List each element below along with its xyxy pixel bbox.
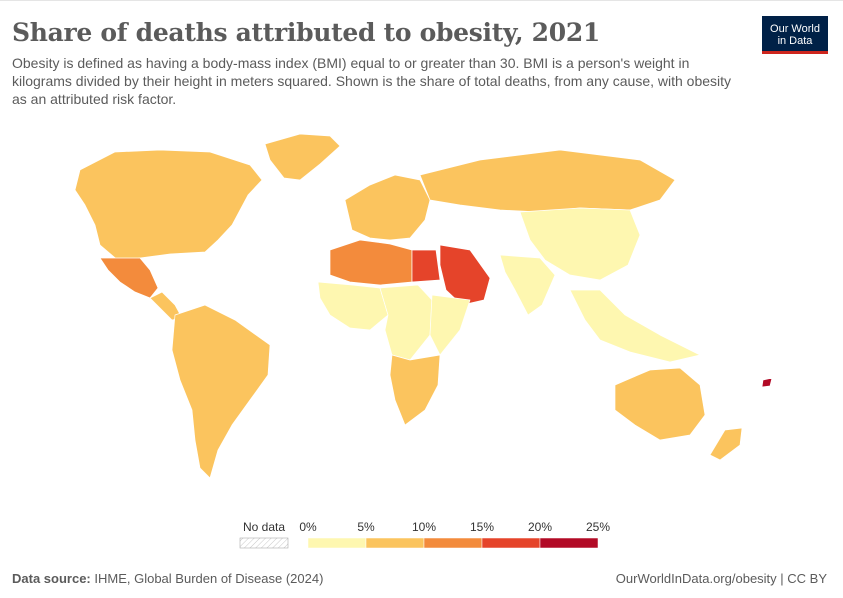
chart-title: Share of deaths attributed to obesity, 2… — [12, 18, 601, 47]
region-europe[interactable] — [344, 174, 431, 241]
logo-line-1: Our World — [770, 23, 820, 35]
logo-line-2: in Data — [777, 35, 813, 47]
top-divider — [0, 0, 843, 1]
legend-bin[interactable] — [423, 537, 483, 549]
region-east-africa[interactable] — [429, 294, 471, 356]
legend-tick-label: 25% — [586, 520, 610, 534]
world-map — [74, 133, 773, 479]
url-license-footer[interactable]: OurWorldInData.org/obesity | CC BY — [615, 571, 827, 586]
region-north-africa[interactable] — [329, 239, 413, 286]
region-central-africa[interactable] — [379, 284, 433, 361]
region-pacific-islands[interactable] — [761, 377, 773, 388]
legend-bin[interactable] — [539, 537, 599, 549]
legend-no-data-swatch — [239, 537, 289, 549]
region-china[interactable] — [519, 207, 641, 281]
legend-tick-label: 10% — [412, 520, 436, 534]
legend-tick-label: 20% — [528, 520, 552, 534]
region-india[interactable] — [499, 254, 556, 316]
region-australia[interactable] — [614, 367, 706, 441]
data-source-footer: Data source: IHME, Global Burden of Dise… — [12, 571, 323, 586]
source-label: Data source: — [12, 571, 91, 586]
region-arabian-peninsula[interactable] — [439, 244, 491, 306]
legend-bin[interactable] — [307, 537, 367, 549]
legend-bin[interactable] — [481, 537, 541, 549]
region-russia[interactable] — [419, 149, 676, 213]
legend-tick-label: 15% — [470, 520, 494, 534]
region-south-america[interactable] — [171, 304, 271, 479]
region-north-america[interactable] — [74, 149, 263, 263]
region-southeast-asia[interactable] — [569, 289, 701, 363]
legend-tick-label: 0% — [299, 520, 317, 534]
chart-subtitle: Obesity is defined as having a body-mass… — [12, 55, 732, 107]
region-west-africa[interactable] — [317, 281, 389, 331]
legend-no-data-label: No data — [243, 520, 285, 534]
region-southern-africa[interactable] — [389, 354, 441, 426]
source-text: IHME, Global Burden of Disease (2024) — [94, 571, 324, 586]
region-mexico[interactable] — [99, 257, 159, 299]
legend-tick-label: 5% — [357, 520, 375, 534]
region-greenland[interactable] — [264, 133, 341, 181]
region-new-zealand[interactable] — [709, 427, 743, 461]
legend-bin[interactable] — [365, 537, 425, 549]
owid-logo[interactable]: Our World in Data — [762, 16, 828, 54]
region-egypt[interactable] — [411, 249, 441, 283]
